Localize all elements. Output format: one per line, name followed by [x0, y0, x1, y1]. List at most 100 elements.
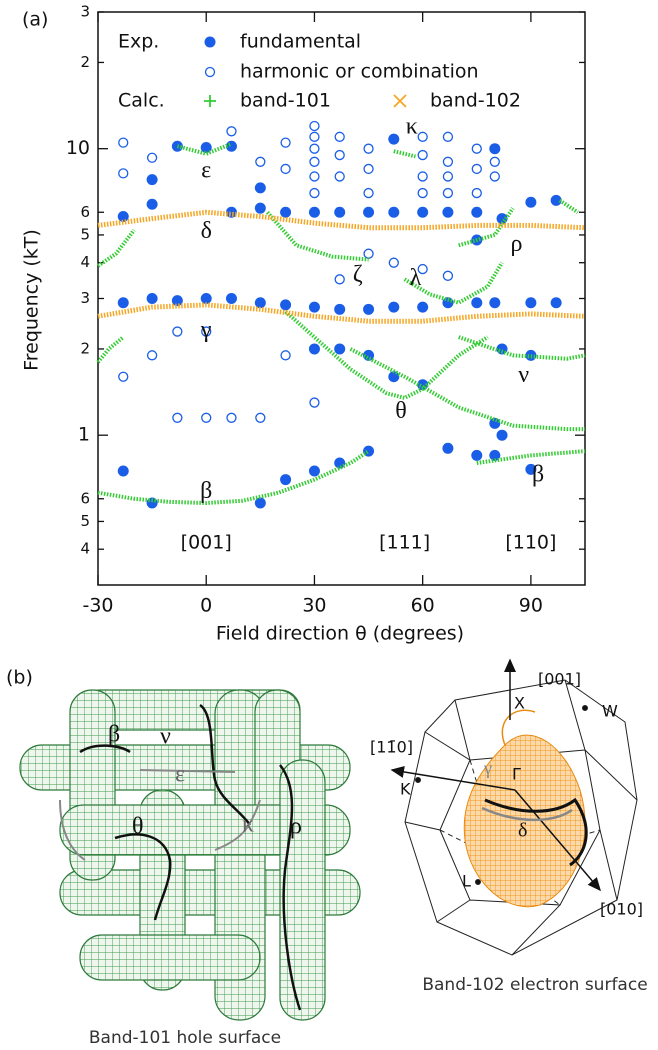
- point: [309, 120, 320, 132]
- annotation: ε: [201, 157, 211, 183]
- point: [442, 131, 454, 142]
- orbit-label: ρ: [290, 814, 302, 840]
- point: [489, 417, 501, 429]
- point: [388, 301, 400, 313]
- legend-label: fundamental: [240, 31, 361, 53]
- point: [334, 171, 345, 182]
- point: [363, 248, 374, 259]
- x-tick-label: -30: [82, 595, 113, 617]
- point: [254, 497, 266, 509]
- y-tick-label: 6: [80, 203, 90, 221]
- orbit-label: κ: [242, 812, 254, 838]
- bz-label: γ: [483, 758, 492, 778]
- y-tick-label: 5: [80, 225, 90, 243]
- bz-label: X: [514, 694, 525, 713]
- annotation: γ: [200, 317, 212, 343]
- y-tick-label: 10: [66, 137, 90, 159]
- point: [334, 206, 346, 218]
- point: [489, 143, 501, 155]
- point: [280, 474, 292, 486]
- point: [334, 131, 345, 142]
- point: [489, 156, 500, 167]
- bz-label: Γ: [512, 765, 521, 784]
- y-tick-label: 5: [80, 512, 90, 530]
- point: [363, 206, 375, 218]
- point: [117, 465, 129, 477]
- x-axis-label: Field direction θ (degrees): [216, 623, 464, 645]
- legend-group: Exp.: [118, 31, 159, 53]
- legend-marker: [204, 95, 216, 107]
- electron-surface: [390, 658, 638, 956]
- point: [550, 297, 562, 309]
- point: [172, 326, 183, 337]
- bz-label: [001]: [538, 670, 581, 689]
- panel-label: (b): [6, 667, 33, 689]
- bz-label: δ: [518, 820, 527, 842]
- x-tick-label: 60: [411, 595, 435, 617]
- point: [471, 206, 483, 218]
- point: [417, 206, 429, 218]
- point: [280, 299, 292, 311]
- point: [200, 293, 212, 304]
- bz-label: K: [400, 780, 411, 799]
- curve: [96, 141, 586, 506]
- point: [442, 206, 454, 218]
- point: [334, 303, 346, 315]
- point: [117, 297, 129, 309]
- point: [280, 350, 291, 361]
- point: [417, 187, 428, 199]
- point: [308, 206, 320, 218]
- bz-label: W: [602, 702, 618, 721]
- point: [309, 156, 320, 167]
- point: [496, 429, 508, 441]
- legend-marker: [204, 36, 216, 48]
- x-tick-label: 90: [519, 595, 543, 617]
- point: [525, 463, 537, 475]
- point: [417, 171, 428, 182]
- point: [363, 349, 375, 361]
- annotation: [110]: [505, 532, 556, 554]
- annotation: δ: [201, 218, 212, 244]
- point: [146, 198, 158, 210]
- point: [334, 457, 346, 469]
- point: [388, 206, 400, 218]
- y-tick-label: 1: [78, 424, 90, 446]
- orbit-label: ν: [160, 724, 171, 750]
- panel-label: (a): [22, 9, 48, 31]
- point: [417, 131, 428, 142]
- point: [363, 445, 375, 457]
- legend-marker: [393, 94, 407, 108]
- y-tick-label: 3: [80, 3, 90, 21]
- y-tick-label: 2: [80, 53, 90, 71]
- curve: [97, 209, 586, 324]
- point: [226, 126, 237, 137]
- point: [334, 274, 345, 285]
- point: [442, 171, 454, 182]
- point: [118, 168, 129, 179]
- point: [363, 303, 375, 315]
- point: [309, 187, 320, 199]
- annotation: κ: [406, 114, 418, 140]
- point: [118, 371, 129, 382]
- point: [254, 202, 266, 214]
- point: [171, 295, 183, 307]
- point: [442, 442, 454, 454]
- point: [363, 187, 374, 199]
- caption: Band-102 electron surface: [422, 975, 647, 995]
- annotation: ν: [518, 362, 529, 388]
- annotation: [001]: [181, 532, 232, 554]
- orbit-label: θ: [132, 814, 144, 840]
- annotation: θ: [395, 398, 407, 424]
- point: [146, 293, 158, 304]
- point: [146, 152, 158, 163]
- point: [280, 206, 292, 218]
- point: [225, 293, 237, 304]
- legend-label: band-101: [240, 90, 331, 112]
- point: [489, 171, 500, 182]
- point: [471, 143, 482, 154]
- point: [201, 412, 212, 423]
- point: [388, 133, 400, 145]
- point: [471, 187, 482, 199]
